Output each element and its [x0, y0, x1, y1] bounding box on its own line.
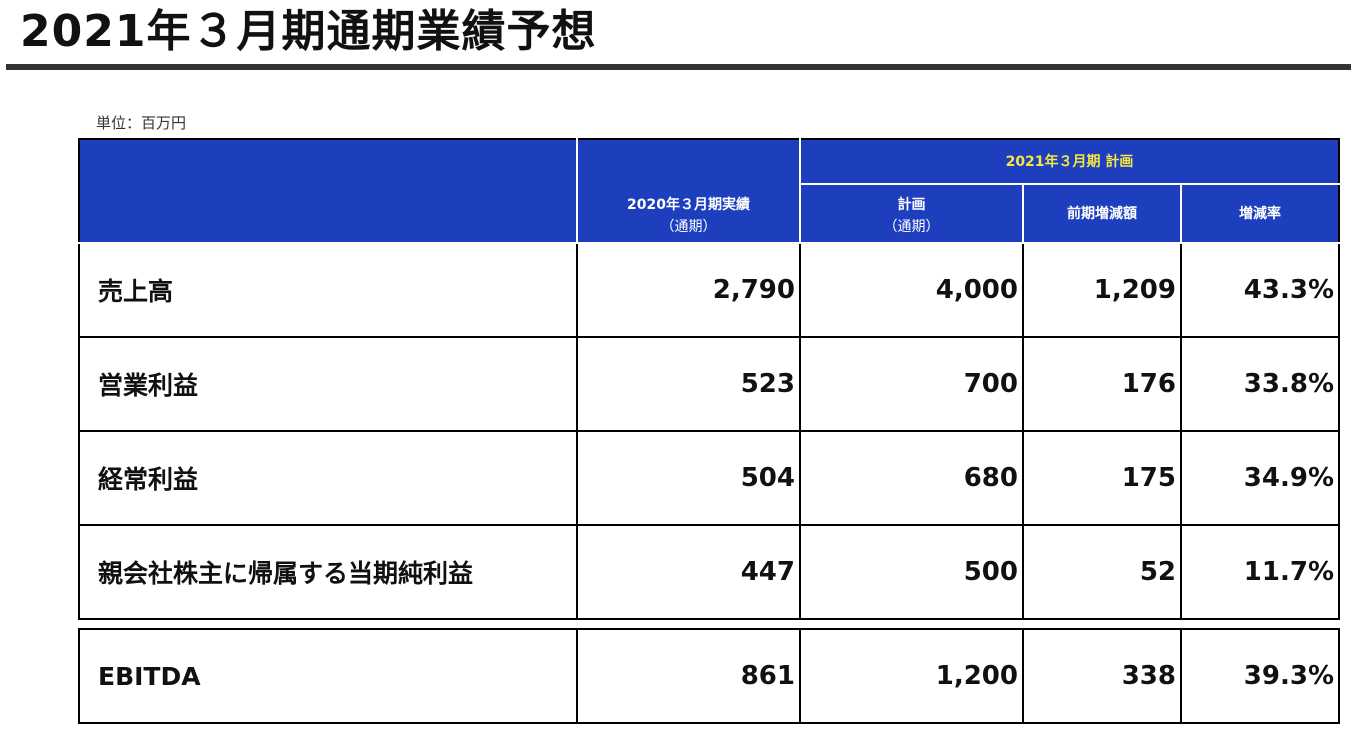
- header-plan-group: 2021年３月期 計画: [799, 138, 1340, 185]
- cell-actual: 861: [576, 628, 801, 724]
- cell-plan: 4,000: [799, 242, 1024, 338]
- row-label: 経常利益: [78, 430, 578, 526]
- table-row: 経常利益 504 680 175 34.9%: [78, 430, 1340, 526]
- cell-actual: 2,790: [576, 242, 801, 338]
- cell-rate: 34.9%: [1180, 430, 1340, 526]
- header-actual-line2: （通期）: [660, 219, 717, 235]
- header-plan-line2: （通期）: [883, 219, 940, 235]
- cell-actual: 504: [576, 430, 801, 526]
- table-row: 営業利益 523 700 176 33.8%: [78, 336, 1340, 432]
- header-plan: 計画 （通期）: [799, 183, 1024, 244]
- header-actual-line1: 2020年３月期実績: [627, 197, 750, 213]
- cell-diff: 338: [1022, 628, 1182, 724]
- cell-plan: 680: [799, 430, 1024, 526]
- cell-diff: 175: [1022, 430, 1182, 526]
- header-actual: 2020年３月期実績 （通期）: [576, 138, 801, 244]
- cell-plan: 1,200: [799, 628, 1024, 724]
- cell-diff: 176: [1022, 336, 1182, 432]
- table-row-ebitda: EBITDA 861 1,200 338 39.3%: [78, 628, 1340, 724]
- header-plan-line1: 計画: [897, 197, 926, 213]
- forecast-table: 2020年３月期実績 （通期） 2021年３月期 計画 計画 （通期） 前期増減…: [78, 138, 1340, 620]
- title-underline: [6, 64, 1351, 70]
- cell-rate: 43.3%: [1180, 242, 1340, 338]
- cell-actual: 447: [576, 524, 801, 620]
- page-title: 2021年３月期通期業績予想: [20, 6, 597, 57]
- cell-diff: 1,209: [1022, 242, 1182, 338]
- table-row: 親会社株主に帰属する当期純利益 447 500 52 11.7%: [78, 524, 1340, 620]
- cell-diff: 52: [1022, 524, 1182, 620]
- row-label: EBITDA: [78, 628, 578, 724]
- header-empty-cell: [78, 138, 578, 244]
- cell-plan: 500: [799, 524, 1024, 620]
- row-label: 営業利益: [78, 336, 578, 432]
- header-rate: 増減率: [1180, 183, 1340, 244]
- row-label: 親会社株主に帰属する当期純利益: [78, 524, 578, 620]
- ebitda-table: EBITDA 861 1,200 338 39.3%: [78, 628, 1340, 724]
- row-label: 売上高: [78, 242, 578, 338]
- cell-rate: 39.3%: [1180, 628, 1340, 724]
- cell-rate: 33.8%: [1180, 336, 1340, 432]
- cell-plan: 700: [799, 336, 1024, 432]
- header-diff: 前期増減額: [1022, 183, 1182, 244]
- cell-rate: 11.7%: [1180, 524, 1340, 620]
- cell-actual: 523: [576, 336, 801, 432]
- unit-label: 単位：百万円: [96, 114, 187, 132]
- table-row: 売上高 2,790 4,000 1,209 43.3%: [78, 242, 1340, 338]
